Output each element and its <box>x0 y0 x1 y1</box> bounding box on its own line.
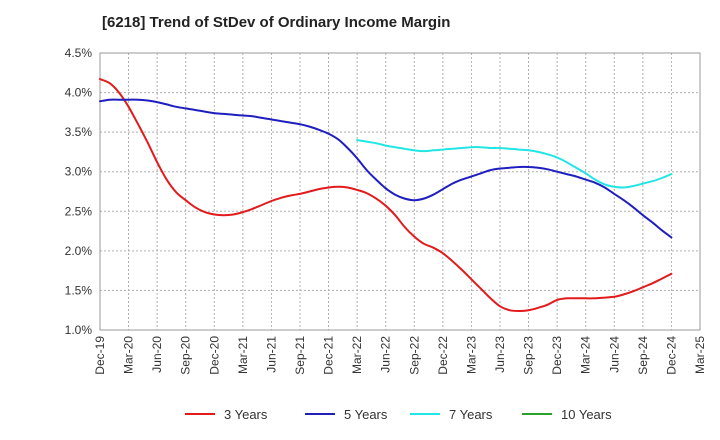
x-tick-label: Mar-20 <box>122 336 136 374</box>
legend-label-3-years: 3 Years <box>224 407 268 422</box>
x-tick-label: Mar-23 <box>464 336 478 374</box>
y-tick-label: 4.0% <box>65 86 93 100</box>
y-tick-label: 1.5% <box>65 283 93 297</box>
x-tick-label: Jun-20 <box>150 336 164 373</box>
x-tick-label: Jun-24 <box>607 336 621 373</box>
x-tick-label: Jun-23 <box>493 336 507 373</box>
x-tick-label: Dec-22 <box>436 336 450 375</box>
x-tick-label: Dec-23 <box>550 336 564 375</box>
y-tick-label: 3.0% <box>65 165 93 179</box>
series-line-7-years <box>356 139 673 189</box>
series-lines <box>99 78 673 312</box>
y-tick-label: 2.5% <box>65 204 93 218</box>
legend-label-10-years: 10 Years <box>561 407 612 422</box>
y-tick-label: 2.0% <box>65 244 93 258</box>
x-tick-label: Sep-21 <box>293 336 307 375</box>
series-line-3-years <box>99 78 673 312</box>
legend: 3 Years 5 Years 7 Years 10 Years <box>185 407 612 422</box>
x-tick-label: Dec-20 <box>207 336 221 375</box>
y-tick-label: 3.5% <box>65 125 93 139</box>
y-tick-label: 4.5% <box>65 46 93 60</box>
legend-label-5-years: 5 Years <box>344 407 388 422</box>
x-tick-label: Mar-22 <box>350 336 364 374</box>
x-tick-label: Sep-22 <box>407 336 421 375</box>
plot-frame <box>99 52 701 331</box>
x-tick-label: Dec-19 <box>93 336 107 375</box>
legend-label-7-years: 7 Years <box>449 407 493 422</box>
axes <box>99 52 701 331</box>
x-tick-label: Jun-22 <box>379 336 393 373</box>
x-tick-label: Dec-21 <box>322 336 336 375</box>
x-tick-label: Sep-23 <box>522 336 536 375</box>
y-tick-label: 1.0% <box>65 323 93 337</box>
x-tick-label: Dec-24 <box>664 336 678 375</box>
x-tick-label: Mar-25 <box>693 336 707 374</box>
x-tick-label: Sep-24 <box>636 336 650 375</box>
x-tick-label: Mar-24 <box>579 336 593 374</box>
x-tick-label: Mar-21 <box>236 336 250 374</box>
x-tick-labels: Dec-19 Mar-20 Jun-20 Sep-20 Dec-20 Mar-21 Jun-… <box>93 336 707 375</box>
x-tick-label: Jun-21 <box>264 336 278 373</box>
y-tick-labels: 1.0% 1.5% 2.0% 2.5% 3.0% 3.5% 4.0% 4.5% <box>65 46 93 337</box>
x-tick-label: Sep-20 <box>179 336 193 375</box>
chart-title: [6218] Trend of StDev of Ordinary Income… <box>102 14 451 31</box>
series-line-5-years <box>99 98 673 239</box>
